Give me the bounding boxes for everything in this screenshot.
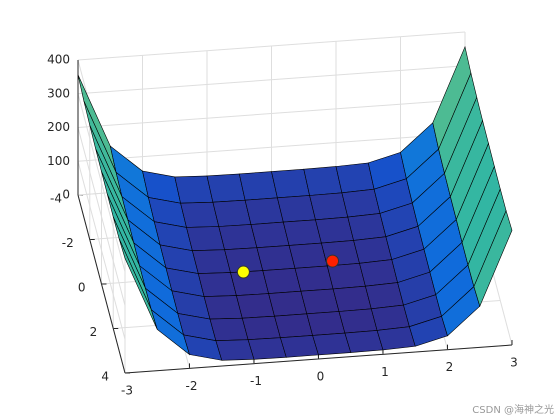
surface-patch [341, 188, 381, 218]
surface-patch [244, 197, 284, 225]
grid-line [77, 127, 126, 306]
surface-patch [303, 166, 343, 196]
surface-patch [206, 173, 246, 203]
surface-patch [250, 221, 290, 249]
surface-patch [215, 339, 255, 361]
y-tick-label: 4 [101, 370, 109, 384]
marker-point [236, 265, 250, 279]
surface-patch [180, 201, 220, 228]
surface-patch [241, 315, 281, 341]
surface-patch [218, 224, 258, 251]
surface-patch [338, 308, 378, 334]
x-tick-label: 2 [446, 360, 454, 374]
surface-patch [365, 282, 404, 310]
surface-patch [197, 272, 237, 297]
surface-patch [277, 195, 316, 223]
z-tick-label: 0 [62, 188, 70, 202]
surface-patch [370, 304, 410, 331]
surface-patch [209, 317, 249, 342]
x-axis [124, 344, 513, 374]
y-axis [77, 194, 126, 374]
grid-line [77, 65, 466, 95]
surface-patch [256, 245, 296, 271]
surface-patch [203, 295, 243, 320]
x-tick-label: 3 [510, 356, 518, 370]
surface-patch [376, 326, 416, 351]
surface-patch [332, 285, 372, 312]
grid-line [77, 161, 126, 340]
x-tick-label: -3 [121, 384, 133, 398]
surface-patch [212, 199, 252, 227]
x-tick-label: 1 [381, 365, 389, 379]
surface-patch [230, 270, 269, 296]
surface-patch [192, 249, 231, 274]
surface-patch [294, 265, 334, 292]
surface-patch [174, 175, 214, 204]
surface-patch [247, 337, 287, 360]
z-tick-label: 100 [47, 154, 70, 168]
y-tick-label: -2 [62, 236, 74, 250]
grid-line [77, 93, 126, 272]
surface-patch [353, 236, 393, 264]
z-tick-label: 300 [47, 86, 70, 100]
watermark: CSDN @海神之光 [472, 403, 554, 416]
y-tick-label: -4 [50, 192, 62, 206]
x-tick-label: -2 [186, 379, 198, 393]
surface-patch [335, 162, 375, 194]
surface-patch [238, 171, 278, 201]
surface-patch [473, 209, 513, 308]
surface-patch [280, 335, 319, 358]
grid-line [77, 31, 466, 61]
surface-patch [300, 288, 340, 315]
surface-patch [274, 313, 313, 339]
grid-line [77, 99, 466, 128]
surface-patch [77, 74, 117, 173]
x-tick-label: 0 [317, 370, 325, 384]
x-tick-label: -1 [250, 374, 262, 388]
surface-patch [288, 242, 328, 269]
grid-line [77, 132, 466, 162]
y-tick-label: 0 [78, 281, 86, 295]
z-tick-label: 400 [47, 53, 70, 67]
surface-patch [347, 213, 387, 241]
surface-patch [186, 226, 225, 252]
y-tick-label: 2 [90, 325, 98, 339]
marker-point [326, 254, 340, 268]
surface-patch [236, 293, 275, 319]
surface-patch [344, 330, 384, 353]
surface-patch [315, 216, 354, 244]
surface-patch [306, 311, 346, 336]
surface-patch [271, 168, 310, 199]
surface-patch [359, 259, 398, 287]
surface-patch [312, 332, 352, 356]
surface-patch [262, 267, 302, 294]
surface-patch [309, 192, 349, 221]
z-tick-label: 200 [47, 120, 70, 134]
surface-patch [282, 219, 322, 246]
surface-patch [268, 290, 308, 317]
